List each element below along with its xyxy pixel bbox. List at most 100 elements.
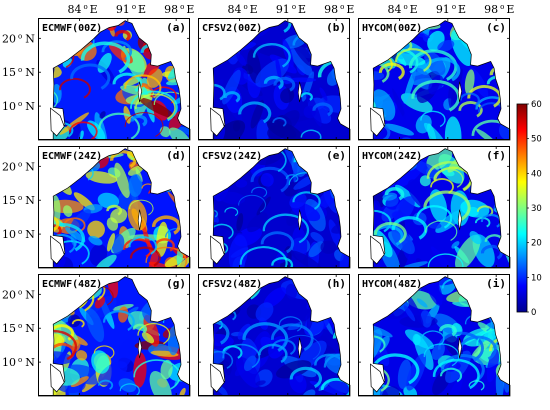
- lat-direction: N: [25, 66, 35, 79]
- lon-value: 91: [436, 3, 450, 16]
- map-panel-d: ECMWF(24Z) (d): [38, 146, 191, 269]
- lat-value: 15: [2, 194, 16, 207]
- andaman-islands: [137, 209, 142, 231]
- model-label: ECMWF(00Z): [42, 23, 102, 34]
- degree-mark: o: [18, 194, 22, 202]
- lon-value: 98: [164, 3, 178, 16]
- lon-label-84: 84 o E: [67, 3, 97, 16]
- degree-mark: o: [180, 3, 184, 11]
- lon-label-84: 84 o E: [227, 3, 257, 16]
- lat-value: 20: [2, 32, 16, 45]
- lat-value: 20: [2, 160, 16, 173]
- map-panel-f: HYCOM(24Z) (f): [358, 146, 511, 269]
- lon-direction: E: [410, 3, 418, 16]
- model-label: HYCOM(00Z): [362, 23, 422, 34]
- colorbar-tick-10: 10: [531, 273, 542, 283]
- coastline: [358, 148, 511, 269]
- map-panel-g: ECMWF(48Z) (g): [38, 274, 191, 397]
- lon-direction: E: [138, 3, 146, 16]
- map-panel-b: CFSV2(00Z) (b): [198, 18, 351, 141]
- panel-frame: [358, 146, 510, 268]
- lon-label-84: 84 o E: [387, 3, 417, 16]
- map-panel-a: ECMWF(00Z) (a): [38, 18, 191, 141]
- degree-mark: o: [500, 3, 504, 11]
- lon-label-91: 91 o E: [276, 3, 306, 16]
- degree-mark: o: [292, 3, 296, 11]
- coastline: [198, 20, 351, 141]
- lat-direction: N: [25, 356, 35, 369]
- model-label: HYCOM(48Z): [362, 279, 422, 290]
- lon-direction: E: [250, 3, 258, 16]
- lat-direction: N: [25, 322, 35, 335]
- map-panel-h: CFSV2(48Z) (h): [198, 274, 351, 397]
- lon-value: 98: [484, 3, 498, 16]
- andaman-islands: [457, 81, 462, 103]
- map-panel-c: HYCOM(00Z) (c): [358, 18, 511, 141]
- degree-mark: o: [403, 3, 407, 11]
- panel-frame: [38, 274, 190, 396]
- degree-mark: o: [18, 228, 22, 236]
- panel-letter: (b): [326, 21, 346, 34]
- sri-lanka-landmass: [210, 235, 225, 265]
- lon-label-98: 98 o E: [484, 3, 514, 16]
- model-label: ECMWF(48Z): [42, 279, 102, 290]
- panel-letter: (e): [326, 149, 346, 162]
- degree-mark: o: [83, 3, 87, 11]
- lat-value: 10: [2, 228, 16, 241]
- panel-frame: [38, 18, 190, 140]
- lon-direction: E: [506, 3, 514, 16]
- lon-direction: E: [186, 3, 194, 16]
- panel-letter: (d): [166, 149, 186, 162]
- panel-frame: [198, 146, 350, 268]
- lat-label-10: 10 o N: [2, 100, 35, 113]
- lat-value: 10: [2, 100, 16, 113]
- panel-letter: (a): [166, 21, 186, 34]
- lon-value: 98: [324, 3, 338, 16]
- lon-value: 84: [227, 3, 241, 16]
- colorbar: 0 10 20 30 40 50 60: [516, 100, 542, 318]
- lat-direction: N: [25, 194, 35, 207]
- model-label: ECMWF(24Z): [42, 151, 102, 162]
- panel-grid: ECMWF(00Z) (a) CFSV2(00Z) (b) HYCOM(00Z) (c) E…: [38, 18, 511, 397]
- lat-value: 15: [2, 322, 16, 335]
- sri-lanka-landmass: [370, 235, 385, 265]
- lat-direction: N: [25, 160, 35, 173]
- panel-letter: (g): [166, 277, 186, 290]
- panel-letter: (i): [486, 277, 506, 290]
- degree-mark: o: [18, 100, 22, 108]
- coastline: [198, 276, 351, 397]
- lon-direction: E: [90, 3, 98, 16]
- coastline: [358, 20, 511, 141]
- colorbar-tick-60: 60: [531, 100, 542, 110]
- coastline: [358, 276, 511, 397]
- degree-mark: o: [18, 32, 22, 40]
- sri-lanka-landmass: [370, 107, 385, 137]
- lat-label-20: 20 o N: [2, 160, 35, 173]
- lat-label-15: 15 o N: [2, 322, 35, 335]
- lon-value: 91: [276, 3, 290, 16]
- lon-label-98: 98 o E: [164, 3, 194, 16]
- sri-lanka-landmass: [210, 363, 225, 393]
- colorbar-tick-50: 50: [531, 135, 542, 145]
- panel-frame: [358, 274, 510, 396]
- panel-letter: (h): [326, 277, 346, 290]
- coastline: [198, 148, 351, 269]
- map-panel-i: HYCOM(48Z) (i): [358, 274, 511, 397]
- lat-label-15: 15 o N: [2, 194, 35, 207]
- lat-label-15: 15 o N: [2, 66, 35, 79]
- andaman-islands: [457, 209, 462, 231]
- lon-value: 91: [116, 3, 130, 16]
- lon-direction: E: [346, 3, 354, 16]
- model-label: HYCOM(24Z): [362, 151, 422, 162]
- sri-lanka-landmass: [370, 363, 385, 393]
- panel-letter: (f): [486, 149, 506, 162]
- sri-lanka-landmass: [50, 363, 65, 393]
- andaman-islands: [297, 81, 302, 103]
- degree-mark: o: [18, 356, 22, 364]
- andaman-islands: [457, 337, 462, 359]
- lat-value: 15: [2, 66, 16, 79]
- degree-mark: o: [132, 3, 136, 11]
- model-label: CFSV2(48Z): [202, 279, 262, 290]
- lat-label-10: 10 o N: [2, 228, 35, 241]
- andaman-islands: [137, 81, 142, 103]
